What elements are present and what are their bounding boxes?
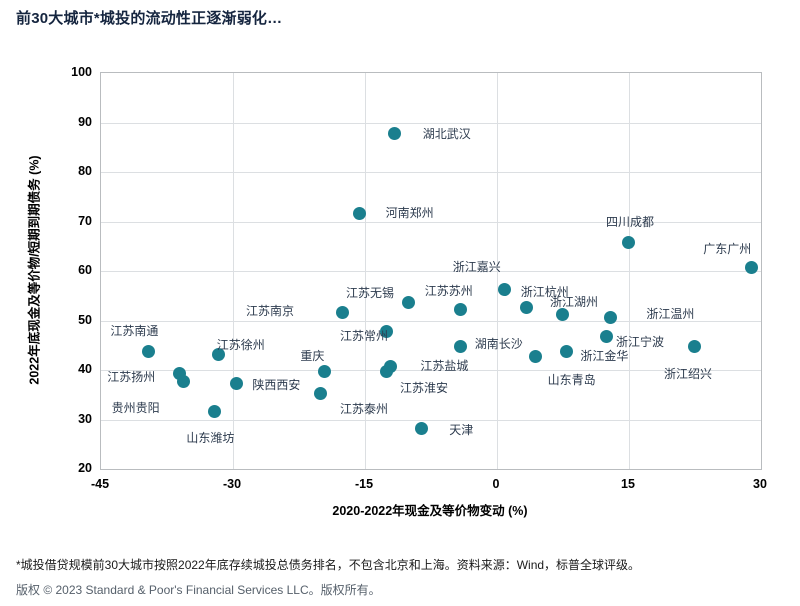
gridline-horizontal	[101, 221, 761, 223]
data-point-label: 江苏苏州	[424, 283, 473, 298]
data-point	[454, 303, 468, 317]
data-point-label: 江苏徐州	[216, 338, 265, 353]
gridline-horizontal	[101, 122, 761, 124]
data-point-label: 浙江宁波	[616, 334, 665, 349]
data-point-label: 浙江绍兴	[664, 366, 713, 381]
data-point-label: 江苏扬州	[107, 369, 156, 384]
data-point	[388, 127, 402, 141]
data-point	[621, 236, 635, 250]
gridline-vertical	[497, 73, 498, 469]
data-point	[317, 364, 331, 378]
gridline-vertical	[365, 73, 366, 469]
data-point	[498, 283, 512, 297]
data-point-label: 河南郑州	[385, 206, 434, 221]
x-tick-label: 0	[492, 477, 500, 491]
y-tick-label: 100	[71, 65, 92, 79]
data-point-label: 陕西西安	[252, 377, 301, 392]
gridline-vertical	[629, 73, 630, 469]
data-point	[313, 387, 327, 401]
x-tick-label: 30	[753, 477, 767, 491]
y-tick-label: 70	[78, 213, 92, 228]
data-point-label: 山东青岛	[547, 372, 596, 387]
data-point-label: 浙江湖州	[550, 294, 599, 309]
data-point-label: 山东潍坊	[186, 431, 235, 446]
data-point	[454, 340, 468, 354]
footnote: *城投借贷规模前30大城市按照2022年底存续城投总债务排名，不包含北京和上海。…	[16, 558, 641, 572]
gridline-horizontal	[101, 419, 761, 421]
y-tick-label: 90	[78, 114, 92, 129]
y-tick-label: 60	[78, 263, 92, 277]
y-tick-label: 80	[78, 164, 92, 178]
data-point	[379, 364, 393, 378]
data-point-label: 浙江金华	[580, 348, 629, 363]
data-point	[529, 350, 543, 364]
data-point	[744, 261, 758, 275]
x-tick-label: 15	[621, 477, 635, 491]
data-point	[603, 310, 617, 324]
data-point-label: 浙江杭州	[520, 285, 569, 300]
data-point-label: 浙江温州	[646, 307, 695, 322]
data-point-label: 江苏无锡	[346, 286, 395, 301]
y-tick-label: 50	[78, 312, 92, 327]
gridline-horizontal	[101, 172, 761, 173]
data-point	[207, 404, 221, 418]
data-point-label: 湖北武汉	[422, 126, 471, 141]
gridline-horizontal	[101, 370, 761, 371]
data-point-label: 江苏南京	[246, 304, 295, 319]
data-point	[555, 308, 569, 322]
y-tick-label: 40	[78, 362, 92, 376]
data-point-label: 江苏淮安	[400, 381, 449, 396]
data-point	[599, 330, 613, 344]
data-point-label: 江苏盐城	[420, 358, 469, 373]
data-point-label: 贵州贵阳	[111, 401, 160, 416]
data-point	[353, 206, 367, 220]
plot-area	[100, 72, 762, 470]
x-tick-label: -45	[90, 477, 110, 491]
data-point	[414, 421, 428, 435]
data-point-label: 天津	[449, 423, 474, 438]
data-point	[401, 295, 415, 309]
data-point	[520, 300, 534, 314]
data-point	[229, 377, 243, 391]
data-point	[687, 340, 701, 354]
data-point-label: 浙江嘉兴	[452, 259, 501, 274]
x-tick-label: -15	[354, 477, 374, 491]
data-point	[177, 374, 191, 388]
data-point	[212, 347, 226, 361]
y-axis-title: 2022年底现金及等价物/短期到期债务 (%)	[27, 155, 42, 385]
data-point	[559, 345, 573, 359]
y-tick-label: 20	[78, 461, 92, 475]
data-point-label: 江苏泰州	[340, 401, 389, 416]
data-point-label: 江苏南通	[110, 323, 159, 338]
gridline-horizontal	[101, 271, 761, 272]
data-point-label: 重庆	[300, 349, 325, 364]
data-point-label: 广东广州	[703, 241, 752, 256]
data-point-label: 江苏常州	[340, 328, 389, 343]
data-point-label: 湖南长沙	[474, 336, 523, 351]
x-tick-label: -30	[222, 477, 242, 491]
copyright-line: 版权 © 2023 Standard & Poor's Financial Se…	[16, 583, 381, 597]
x-axis-title: 2020-2022年现金及等价物变动 (%)	[332, 504, 528, 518]
data-point	[379, 325, 393, 339]
data-point	[141, 345, 155, 359]
y-tick-label: 30	[78, 411, 92, 426]
gridline-vertical	[233, 73, 234, 469]
chart-title: 前30大城市*城投的流动性正逐渐弱化…	[16, 10, 283, 27]
data-point	[335, 305, 349, 319]
data-point-label: 四川成都	[606, 214, 655, 229]
gridline-horizontal	[101, 320, 761, 322]
